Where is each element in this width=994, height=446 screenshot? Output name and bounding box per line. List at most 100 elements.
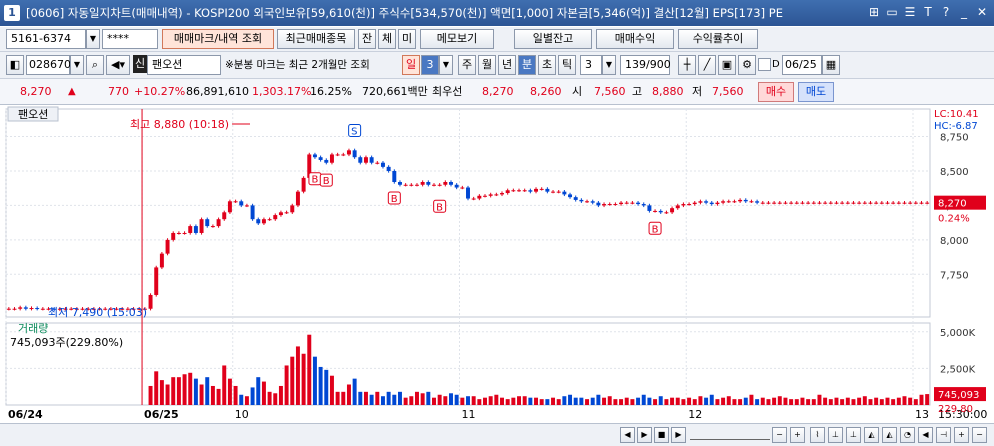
volume-bar bbox=[641, 394, 646, 405]
restore-icon[interactable]: ▭ bbox=[886, 5, 898, 19]
volume-bar bbox=[392, 394, 397, 405]
day-count-field[interactable]: 3 bbox=[421, 55, 439, 75]
account-dropdown-icon[interactable]: ▼ bbox=[86, 29, 100, 49]
volume-bar bbox=[579, 397, 584, 405]
help-icon[interactable]: ? bbox=[942, 5, 950, 19]
candle-body bbox=[562, 191, 567, 195]
candle-body bbox=[726, 201, 731, 203]
stop-icon[interactable]: ■ bbox=[654, 427, 669, 443]
trade-profit-button[interactable]: 매매수익 bbox=[596, 29, 674, 49]
scroll-right-icon[interactable]: ▶ bbox=[671, 427, 686, 443]
text-icon[interactable]: T bbox=[924, 5, 932, 19]
candle-body bbox=[74, 308, 79, 310]
chart-scrollbar[interactable]: ◀ ▶ ■ ▶ − + ⌇ ⊥ ⊥ ◭ ◭ ◔ ◀ ⊣ + − bbox=[0, 423, 994, 446]
memo-view-button[interactable]: 메모보기 bbox=[420, 29, 494, 49]
day-count-dropdown-icon[interactable]: ▼ bbox=[439, 55, 453, 75]
daily-balance-button[interactable]: 일별잔고 bbox=[514, 29, 592, 49]
recent-trades-button[interactable]: 최근매매종목 bbox=[277, 29, 355, 49]
volume-bar bbox=[176, 377, 181, 405]
candle-body bbox=[477, 195, 482, 199]
candle-body bbox=[828, 202, 833, 204]
buy-button[interactable]: 매수 bbox=[758, 82, 794, 102]
close-icon[interactable]: ✕ bbox=[976, 5, 988, 19]
buy-mark-label: B bbox=[652, 224, 659, 235]
search-icon[interactable]: ⌕ bbox=[86, 55, 104, 75]
account-field[interactable]: 5161-6374 bbox=[6, 29, 86, 49]
zoom-out-icon[interactable]: − bbox=[772, 427, 787, 443]
window-titlebar: 1 [0606] 자동일지차트(매매내역) - KOSPI200 외국인보유[5… bbox=[0, 0, 994, 26]
speaker-icon[interactable]: ◀▾ bbox=[106, 55, 130, 75]
period-minute[interactable]: 분 bbox=[518, 55, 536, 75]
play-icon[interactable]: ▶ bbox=[637, 427, 652, 443]
return-trend-button[interactable]: 수익률추이 bbox=[678, 29, 758, 49]
period-year[interactable]: 년 bbox=[498, 55, 516, 75]
minute-count-field[interactable]: 3 bbox=[580, 55, 602, 75]
minimize-icon[interactable]: _ bbox=[961, 5, 967, 19]
volume-bar bbox=[760, 397, 765, 405]
scroll-left-icon[interactable]: ◀ bbox=[620, 427, 635, 443]
data-count-field[interactable]: 139/900 bbox=[620, 55, 671, 75]
stock-name-field[interactable]: 팬오션 bbox=[147, 55, 221, 75]
trade-mark-query-button[interactable]: 매매마크/내역 조회 bbox=[162, 29, 274, 49]
volume-bar bbox=[783, 397, 788, 405]
candle-body bbox=[91, 308, 96, 310]
candle-body bbox=[653, 210, 658, 212]
period-tick[interactable]: 틱 bbox=[558, 55, 576, 75]
chart-tool-1-icon[interactable]: ⌇ bbox=[810, 427, 825, 443]
volume-bar bbox=[517, 396, 522, 405]
layout-icon[interactable]: ⊞ bbox=[868, 5, 880, 19]
menu-icon[interactable]: ☰ bbox=[904, 5, 916, 19]
volume-bar bbox=[454, 394, 459, 405]
volume-bar bbox=[556, 399, 561, 405]
chart-tool-8-icon[interactable]: ⊣ bbox=[936, 427, 951, 443]
chart-tool-7-icon[interactable]: ◀ bbox=[918, 427, 933, 443]
candle-body bbox=[738, 199, 743, 202]
candle-body bbox=[267, 219, 272, 221]
trendline-tool-icon[interactable]: ╱ bbox=[698, 55, 716, 75]
settings-icon[interactable]: ⚙ bbox=[738, 55, 756, 75]
period-second[interactable]: 초 bbox=[538, 55, 556, 75]
volume-bar bbox=[165, 384, 170, 405]
chart-zoom-plus-icon[interactable]: + bbox=[954, 427, 969, 443]
volume-bar bbox=[692, 399, 697, 405]
chart-tool-6-icon[interactable]: ◔ bbox=[900, 427, 915, 443]
volume-bar bbox=[250, 387, 255, 405]
volume-bar bbox=[199, 384, 204, 405]
period-week[interactable]: 주 bbox=[458, 55, 476, 75]
chart-tool-4-icon[interactable]: ◭ bbox=[864, 427, 879, 443]
chart-tool-3-icon[interactable]: ⊥ bbox=[846, 427, 861, 443]
minute-count-dropdown-icon[interactable]: ▼ bbox=[602, 55, 616, 75]
high-price: 8,880 bbox=[652, 85, 684, 98]
volume-bar bbox=[613, 399, 618, 405]
zoom-in-icon[interactable]: + bbox=[790, 427, 805, 443]
candle-tool-icon[interactable]: ┼ bbox=[678, 55, 696, 75]
candle-body bbox=[647, 205, 652, 211]
candle-body bbox=[500, 193, 504, 195]
buy-mark-label: B bbox=[391, 194, 398, 205]
chart-zoom-minus-icon[interactable]: − bbox=[972, 427, 987, 443]
volume-bar bbox=[913, 399, 918, 405]
balance-button[interactable]: 잔 bbox=[358, 29, 376, 49]
candle-body bbox=[205, 219, 210, 227]
chart-tool-5-icon[interactable]: ◭ bbox=[882, 427, 897, 443]
volume-bar bbox=[562, 396, 567, 405]
tool-toggle-icon[interactable]: ◧ bbox=[6, 55, 24, 75]
executed-button[interactable]: 체 bbox=[378, 29, 396, 49]
period-day[interactable]: 일 bbox=[402, 55, 420, 75]
stock-code-dropdown-icon[interactable]: ▼ bbox=[70, 55, 84, 75]
calendar-icon[interactable]: ▦ bbox=[822, 55, 840, 75]
password-field[interactable]: **** bbox=[102, 29, 158, 49]
save-icon[interactable]: ▣ bbox=[718, 55, 736, 75]
date-checkbox[interactable] bbox=[758, 58, 771, 71]
period-month[interactable]: 월 bbox=[478, 55, 496, 75]
unexecuted-button[interactable]: 미 bbox=[398, 29, 416, 49]
date-field[interactable]: 06/25 bbox=[782, 55, 822, 75]
chart-tool-2-icon[interactable]: ⊥ bbox=[828, 427, 843, 443]
stock-code-field[interactable]: 028670 bbox=[26, 55, 71, 75]
candle-body bbox=[879, 202, 884, 204]
zoom-slider[interactable] bbox=[690, 430, 770, 440]
sell-button[interactable]: 매도 bbox=[798, 82, 834, 102]
buy-mark-label: B bbox=[323, 176, 330, 187]
candle-body bbox=[18, 307, 23, 309]
